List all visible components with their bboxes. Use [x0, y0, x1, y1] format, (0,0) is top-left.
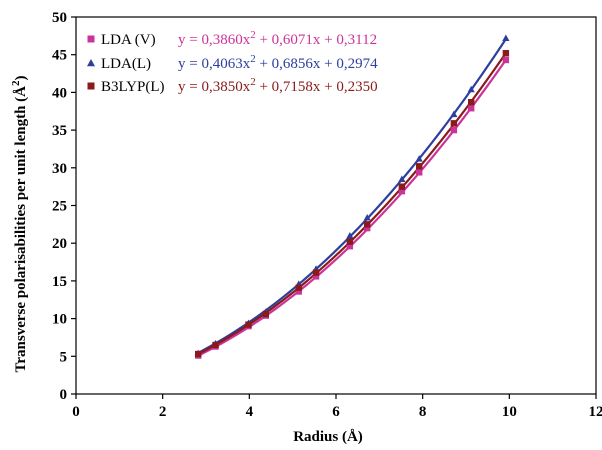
y-tick-label: 0 [60, 387, 68, 403]
data-point [415, 155, 423, 162]
x-tick-label: 6 [332, 404, 340, 420]
x-axis-label: Radius (Å) [293, 429, 363, 445]
y-axis-label-sup: 2 [10, 80, 22, 86]
data-point [346, 243, 354, 250]
data-point [195, 350, 202, 358]
plot-border [75, 16, 597, 395]
data-point [416, 163, 423, 170]
legend-equation: y = 0,3860x2 + 0,6071x + 0,3112 [178, 29, 377, 48]
y-tick-label: 20 [52, 236, 67, 252]
data-point [468, 105, 475, 112]
data-point [398, 183, 406, 190]
data-point [398, 175, 406, 182]
y-tick-label: 35 [52, 123, 67, 139]
data-point [364, 224, 371, 232]
data-point [364, 221, 371, 228]
y-axis-label: Transverse polarisabilities per unit len… [10, 75, 29, 372]
data-point [363, 213, 371, 221]
data-point [212, 341, 219, 349]
y-tick-label: 10 [52, 312, 67, 328]
x-tick-label: 2 [159, 404, 167, 420]
data-point [416, 169, 423, 176]
data-points [194, 34, 510, 359]
data-point [450, 110, 458, 118]
plot-area [75, 16, 597, 395]
y-tick-label: 45 [52, 48, 67, 64]
legend-marker [87, 35, 95, 43]
data-point [502, 56, 510, 64]
data-point [468, 99, 475, 106]
axes [71, 16, 597, 399]
legend: LDA (V) y = 0,3860x2 + 0,6071x + 0,3112 LD… [87, 29, 378, 95]
legend-marker [87, 82, 95, 90]
x-tick-label: 10 [502, 404, 517, 420]
legend-series-name: LDA (V) [101, 32, 156, 48]
fit-curve-2 [197, 52, 507, 355]
legend-equation: y = 0,4063x2 + 0,6856x + 0,2974 [178, 53, 378, 72]
tick-labels: 0 2 4 6 8 10 12 0 5 10 15 20 25 30 35 40 45 50 [52, 10, 602, 420]
data-point [398, 187, 406, 195]
legend-series-name: LDA(L) [101, 56, 151, 72]
data-point [450, 120, 458, 127]
data-point [467, 85, 475, 93]
data-point [450, 126, 458, 134]
data-point [346, 238, 354, 245]
data-point [312, 273, 320, 280]
data-point [346, 232, 354, 239]
data-point [295, 284, 302, 291]
y-tick-label: 50 [52, 10, 67, 26]
data-point [502, 49, 510, 57]
legend-equation: y = 0,3850x2 + 0,7158x + 0,2350 [178, 76, 378, 95]
legend-series-name: B3LYP(L) [101, 79, 165, 95]
data-point [295, 288, 302, 295]
data-point [262, 310, 269, 318]
y-tick-label: 40 [52, 85, 67, 101]
y-tick-label: 30 [52, 161, 67, 177]
data-point [502, 34, 510, 41]
y-tick-label: 5 [60, 349, 68, 365]
x-tick-label: 12 [589, 404, 602, 420]
x-tick-label: 0 [72, 404, 80, 420]
x-tick-label: 4 [246, 404, 254, 420]
x-tick-label: 8 [419, 404, 427, 420]
data-point [312, 269, 320, 276]
legend-marker [87, 59, 95, 67]
y-axis-label-main: Transverse polarisabilities per unit len… [13, 86, 29, 373]
y-tick-label: 25 [52, 199, 67, 215]
y-axis-label-close: ) [13, 75, 29, 80]
data-point [245, 321, 252, 328]
y-tick-label: 15 [52, 274, 67, 290]
